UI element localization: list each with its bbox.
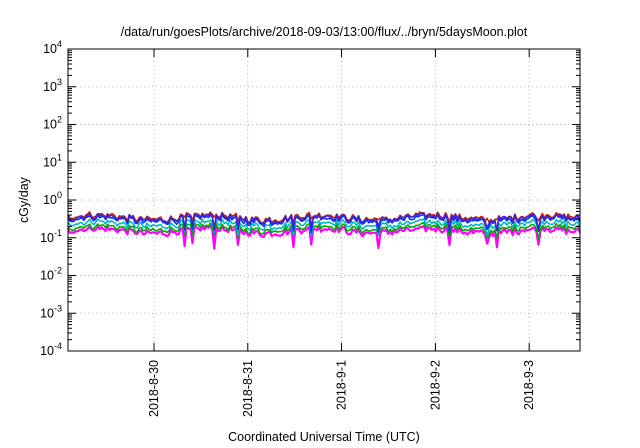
y-tick-label: 102 [43,115,62,132]
y-tick-label: 101 [43,152,62,169]
series-line [67,224,581,250]
series-line [67,221,581,240]
x-tick-label: 2018-8-31 [241,360,255,417]
x-tick-label: 2018-8-30 [147,360,161,417]
y-tick-label: 10-1 [40,228,62,245]
grid [68,49,580,351]
series-line [67,212,581,233]
x-tick-label: 2018-9-2 [428,360,442,410]
y-tick-label: 10-3 [40,303,62,320]
series-line [67,218,581,237]
y-axis-label: cGy/day [17,176,31,223]
x-tick-label: 2018-9-1 [335,360,349,410]
chart-title: /data/run/goesPlots/archive/2018-09-03/1… [121,25,528,39]
series-lines [67,211,581,250]
x-tick-label: 2018-9-3 [522,360,536,410]
y-tick-label: 100 [43,190,62,207]
x-axis-label: Coordinated Universal Time (UTC) [228,430,420,444]
y-tick-label: 103 [43,77,62,94]
y-tick-label: 104 [43,39,62,56]
x-axis: 2018-8-30 2018-8-31 2018-9-1 2018-9-2 2018-9… [147,49,536,417]
y-tick-label: 10-2 [40,266,62,283]
y-tick-label: 10-4 [40,341,62,358]
y-axis: 10-4 10-3 10-2 10-1 100 101 102 103 104 [40,39,580,358]
